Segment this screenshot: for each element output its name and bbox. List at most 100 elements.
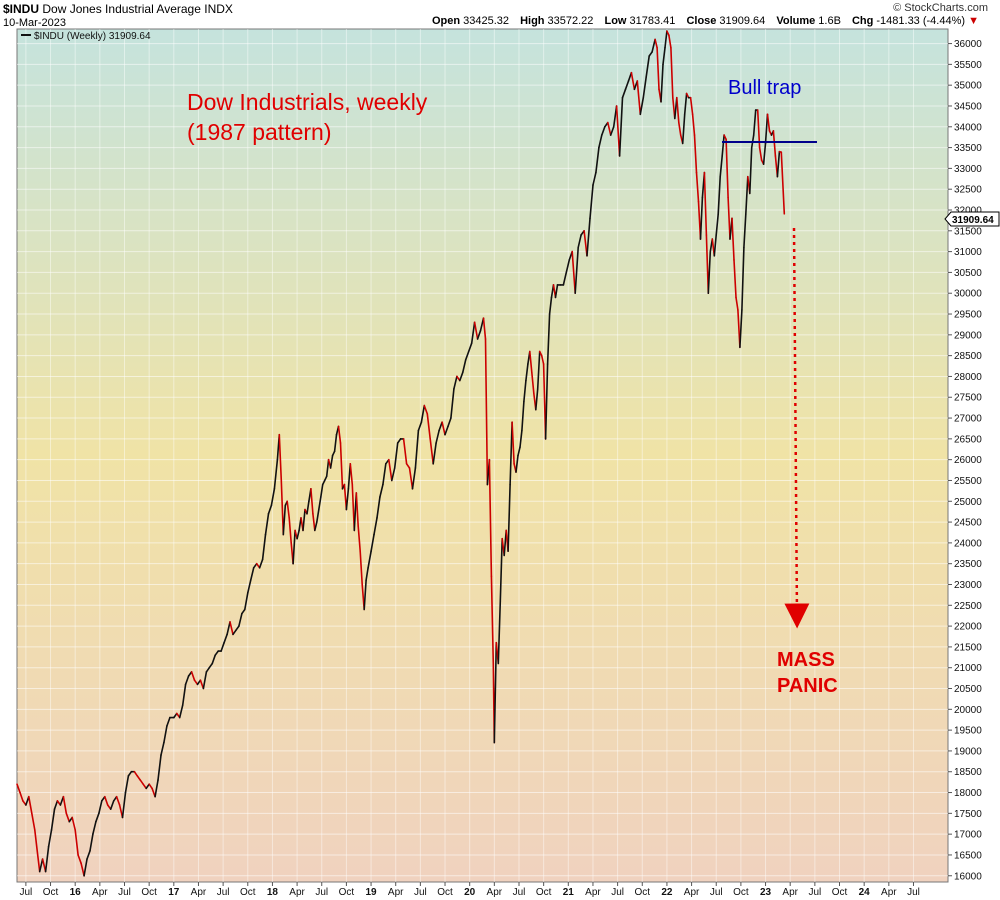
y-tick-label: 19000 [954, 746, 982, 757]
price-segment [589, 184, 594, 220]
price-segment [264, 512, 270, 536]
panic-arrow [784, 227, 810, 629]
x-tick-label: Oct [733, 887, 749, 898]
price-segment [95, 812, 100, 823]
y-tick-label: 32500 [954, 185, 982, 196]
price-segment [715, 213, 720, 236]
price-segment [296, 529, 300, 540]
price-segment [417, 421, 423, 432]
price-segment [499, 537, 504, 602]
price-segment [772, 130, 777, 157]
last-value-label: 31909.64 [952, 215, 994, 226]
price-segment [411, 467, 417, 490]
x-tick-label: Jul [710, 887, 723, 898]
symbol-exchange: INDX [204, 2, 233, 16]
y-tick-label: 35500 [954, 60, 982, 71]
y-tick-label: 18000 [954, 788, 982, 799]
annotation-title-line2: (1987 pattern) [187, 119, 331, 145]
annotation-bull-trap: Bull trap [728, 77, 801, 99]
annotation-panic: PANIC [777, 675, 838, 697]
y-tick-label: 25000 [954, 497, 982, 508]
price-segment [229, 621, 234, 636]
price-segment [739, 309, 743, 349]
price-segment [53, 800, 59, 811]
close-value: 31909.64 [719, 15, 766, 27]
ohlc-readout: Open 33425.32 High 33572.22 Low 31783.41 Cl… [432, 15, 979, 27]
price-segment [651, 38, 656, 53]
annotation-title-line1: Dow Industrials, weekly [187, 89, 428, 115]
close-label: Close [686, 15, 717, 27]
price-segment [127, 770, 133, 777]
x-tick-label: 17 [168, 887, 180, 898]
price-segment [154, 779, 159, 798]
y-tick-label: 33000 [954, 164, 982, 175]
y-tick-label: 26000 [954, 455, 982, 466]
price-segment [193, 679, 199, 686]
price-segment [312, 512, 316, 532]
price-segment [190, 671, 196, 682]
price-segment [208, 662, 214, 669]
last-value-box [944, 211, 1000, 227]
y-tick-label: 26500 [954, 434, 982, 445]
price-segment [205, 666, 211, 673]
price-segment [703, 171, 708, 236]
price-segment [741, 246, 745, 311]
x-tick-label: Apr [585, 887, 601, 898]
price-segment [493, 641, 498, 744]
price-segment [184, 675, 190, 686]
price-segment [648, 51, 653, 57]
price-segment [420, 404, 426, 424]
price-segment [748, 146, 753, 195]
price-segment [766, 113, 771, 132]
price-segment [27, 795, 33, 815]
x-tick-label: Oct [43, 887, 59, 898]
price-segment [624, 80, 630, 91]
x-tick-label: 16 [70, 887, 82, 898]
x-tick-label: 23 [760, 887, 772, 898]
price-segment [71, 816, 76, 831]
price-segment [713, 234, 718, 257]
price-segment [721, 134, 725, 157]
price-segment [288, 517, 293, 544]
price-segment [121, 791, 127, 819]
price-segment [148, 783, 153, 790]
x-axis-ticks: Jul Oct 16 Apr Jul Oct 17 Apr Jul Oct 18 Apr Jul Oct 1… [19, 882, 920, 898]
price-segment [517, 446, 521, 457]
price-segment [36, 854, 41, 873]
price-segment [609, 126, 615, 136]
price-segment [244, 591, 249, 611]
price-segment [252, 562, 258, 569]
price-segment [606, 121, 612, 136]
price-segment [683, 92, 688, 116]
price-segment [548, 296, 553, 315]
x-tick-label: Oct [339, 887, 355, 898]
x-tick-label: Oct [634, 887, 650, 898]
x-tick-label: 21 [563, 887, 575, 898]
price-segment [220, 641, 225, 652]
price-segment [390, 467, 396, 482]
price-segment [615, 105, 621, 157]
y-tick-label: 24500 [954, 518, 982, 529]
price-segment [544, 363, 549, 440]
price-segment [178, 704, 184, 719]
price-segment [357, 525, 362, 553]
price-segment [282, 504, 287, 536]
price-segment [329, 454, 334, 469]
chart-date: 10-Mar-2023 [3, 17, 66, 29]
price-segment [160, 741, 165, 756]
x-tick-label: 18 [267, 887, 279, 898]
price-segment [461, 358, 467, 374]
price-segment [642, 76, 648, 99]
price-segment [546, 313, 551, 365]
y-tick-label: 27500 [954, 393, 982, 404]
price-segment [232, 629, 237, 636]
price-segment [525, 363, 529, 382]
price-series [16, 30, 786, 877]
price-segment [65, 812, 71, 823]
price-segment [379, 483, 384, 498]
price-segment [675, 96, 680, 124]
y-tick-label: 19500 [954, 726, 982, 737]
price-segment [267, 504, 273, 515]
change-down-icon: ▼ [968, 15, 979, 27]
